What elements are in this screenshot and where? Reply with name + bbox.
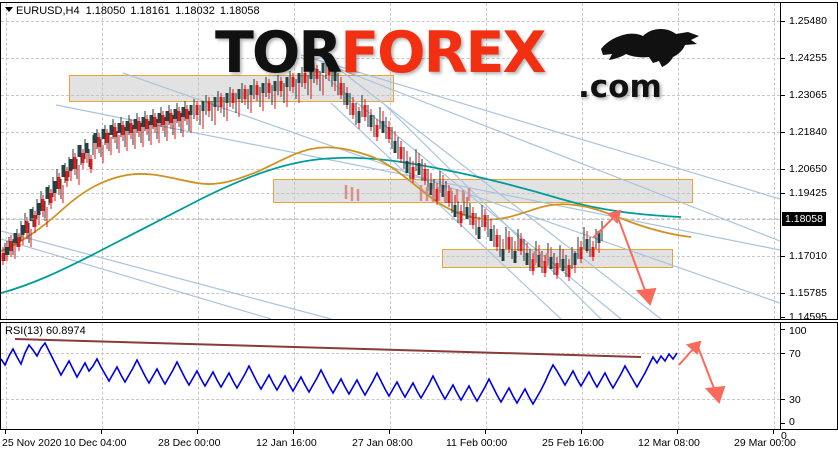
time-tick-label: 25 Feb 16:00: [542, 437, 604, 449]
ohlc-close: 1.18058: [219, 5, 260, 17]
gridline-vertical: [486, 3, 487, 319]
gridline-vertical: [198, 323, 199, 429]
ohlc-low: 1.18032: [175, 5, 215, 17]
rsi-tick-label: 30: [789, 394, 801, 406]
time-tick-label: 27 Jan 08:00: [352, 437, 413, 449]
price-tick-label: 1.17010: [789, 250, 827, 262]
rsi-series-svg: [1, 338, 726, 406]
moving-average-fast: [1, 146, 692, 252]
price-tick-label: 1.14595: [789, 311, 827, 320]
rsi-indicator-panel[interactable]: RSI(13) 60.8974 100 70 30 0: [0, 322, 838, 430]
rsi-axis[interactable]: 100 70 30 0: [780, 323, 837, 429]
rsi-tick-label: 70: [789, 348, 801, 360]
price-tick-label: 1.15785: [789, 287, 827, 299]
time-tick-label: 29 Mar 00:00: [734, 437, 796, 449]
symbol-label: EURUSD,H4: [16, 5, 80, 17]
gridline-vertical: [102, 323, 103, 429]
price-plot-area[interactable]: TORFOREX .com: [1, 3, 780, 319]
price-tick-label: 1.20650: [789, 163, 827, 175]
current-price-badge: 1.18058: [782, 212, 826, 226]
gridline-vertical: [582, 3, 583, 319]
rsi-label: RSI(13): [5, 325, 43, 337]
price-tick-label: 1.25480: [789, 15, 827, 27]
price-tick-label: 1.21840: [789, 126, 827, 138]
gridline-vertical: [6, 3, 7, 319]
trend-channel-lines: [1, 54, 780, 319]
rsi-forecast-arrow: [678, 340, 726, 404]
gridline-vertical: [486, 323, 487, 429]
ohlc-high: 1.18161: [130, 5, 171, 17]
price-tick-label: 1.24255: [789, 52, 827, 64]
gridline-vertical: [294, 3, 295, 319]
gridline-vertical: [774, 3, 775, 319]
price-chart-panel[interactable]: TORFOREX .com EURUSD,H4 1.18050 1.18161 1.1…: [0, 2, 838, 320]
rsi-trendline: [14, 338, 642, 358]
rsi-tick-label: 100: [789, 325, 807, 337]
time-tick-label: 28 Dec 00:00: [158, 437, 221, 449]
rsi-tick-label: 0: [789, 416, 795, 428]
indicator-header: RSI(13) 60.8974: [5, 325, 86, 337]
collapse-caret-icon[interactable]: [5, 7, 13, 12]
gridline-vertical: [390, 323, 391, 429]
rsi-value: 60.8974: [45, 325, 86, 337]
candle-bodies-bearish: [1, 65, 595, 277]
price-tick-label: 1.19425: [789, 187, 827, 199]
symbol-header: EURUSD,H4 1.18050 1.18161 1.18032 1.18058: [5, 5, 265, 17]
rsi-plot-area[interactable]: [1, 323, 780, 429]
gridline-vertical: [774, 323, 775, 429]
gridline-vertical: [198, 3, 199, 319]
candles-in-zone: [344, 185, 549, 266]
time-tick-label: 12 Jan 16:00: [256, 437, 317, 449]
gridline-vertical: [294, 323, 295, 429]
time-axis-corner-label: 0: [781, 430, 787, 442]
time-tick-label: 11 Feb 00:00: [446, 437, 508, 449]
moving-average-slow: [1, 156, 682, 294]
time-tick-label: 25 Nov 2020: [2, 437, 62, 449]
time-tick-label: 12 Mar 08:00: [638, 437, 700, 449]
gridline-vertical: [678, 3, 679, 319]
time-axis[interactable]: 25 Nov 2020 10 Dec 04:00 28 Dec 00:00 12…: [0, 430, 838, 458]
time-tick-label: 10 Dec 04:00: [64, 437, 127, 449]
candlestick-series: [1, 59, 603, 281]
price-series-svg: [1, 54, 780, 319]
forecast-arrow: [592, 209, 657, 306]
price-axis[interactable]: 1.25480 1.24255 1.23065 1.21840 1.20650 …: [780, 3, 837, 320]
price-tick-label: 1.23065: [789, 89, 827, 101]
candle-bodies-bullish: [5, 63, 601, 271]
gridline-vertical: [678, 323, 679, 429]
ohlc-open: 1.18050: [85, 5, 126, 17]
candles-bullish: [4, 59, 603, 277]
gridline-vertical: [582, 323, 583, 429]
rsi-line: [1, 341, 678, 406]
gridline-vertical: [6, 323, 7, 429]
